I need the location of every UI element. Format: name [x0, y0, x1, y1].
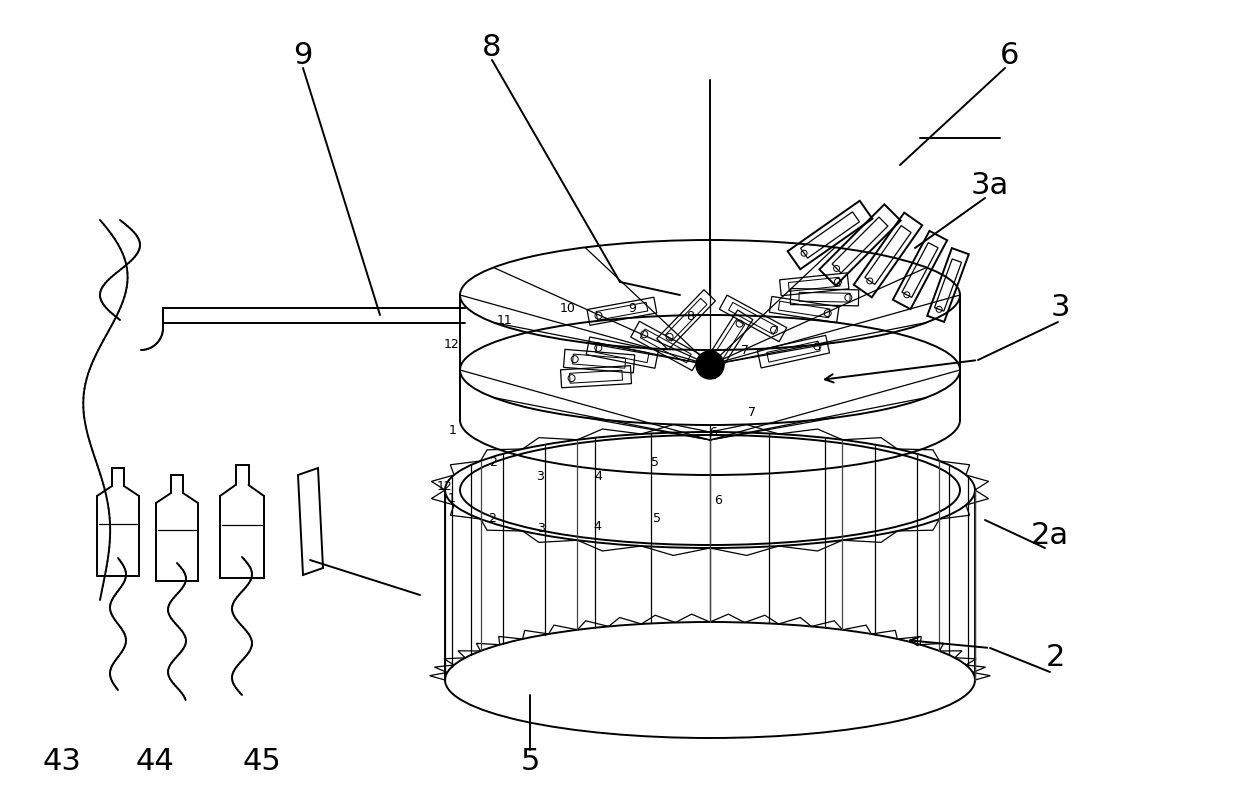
Text: 7: 7	[748, 407, 756, 420]
Text: 5: 5	[521, 748, 539, 777]
Text: 4: 4	[593, 521, 601, 534]
Text: 3: 3	[1050, 293, 1070, 322]
Text: 3: 3	[536, 470, 544, 483]
Text: 12: 12	[438, 480, 453, 493]
Text: 8: 8	[482, 33, 502, 62]
Text: 2: 2	[489, 455, 497, 468]
Text: 1: 1	[449, 424, 456, 437]
Text: 5: 5	[651, 457, 658, 470]
Text: 3a: 3a	[971, 170, 1009, 199]
Text: 7: 7	[742, 343, 749, 356]
Text: 6: 6	[714, 493, 722, 506]
Text: 1: 1	[448, 492, 456, 505]
Text: 5: 5	[653, 511, 661, 525]
Text: 11: 11	[497, 313, 513, 326]
Text: 10: 10	[560, 301, 575, 314]
Text: 6: 6	[709, 425, 717, 438]
Text: 12: 12	[444, 339, 460, 352]
Text: 8: 8	[686, 310, 694, 323]
Text: 2: 2	[489, 511, 496, 525]
Text: 3: 3	[537, 522, 544, 535]
Text: 43: 43	[42, 748, 82, 777]
Text: 44: 44	[135, 748, 175, 777]
Text: 45: 45	[243, 748, 281, 777]
Text: 9: 9	[629, 301, 636, 314]
Text: 9: 9	[294, 40, 312, 70]
Text: 2: 2	[1045, 643, 1065, 672]
Text: 6: 6	[1001, 40, 1019, 70]
Text: 4: 4	[594, 470, 601, 483]
Text: 2a: 2a	[1030, 521, 1069, 549]
Circle shape	[696, 351, 724, 379]
